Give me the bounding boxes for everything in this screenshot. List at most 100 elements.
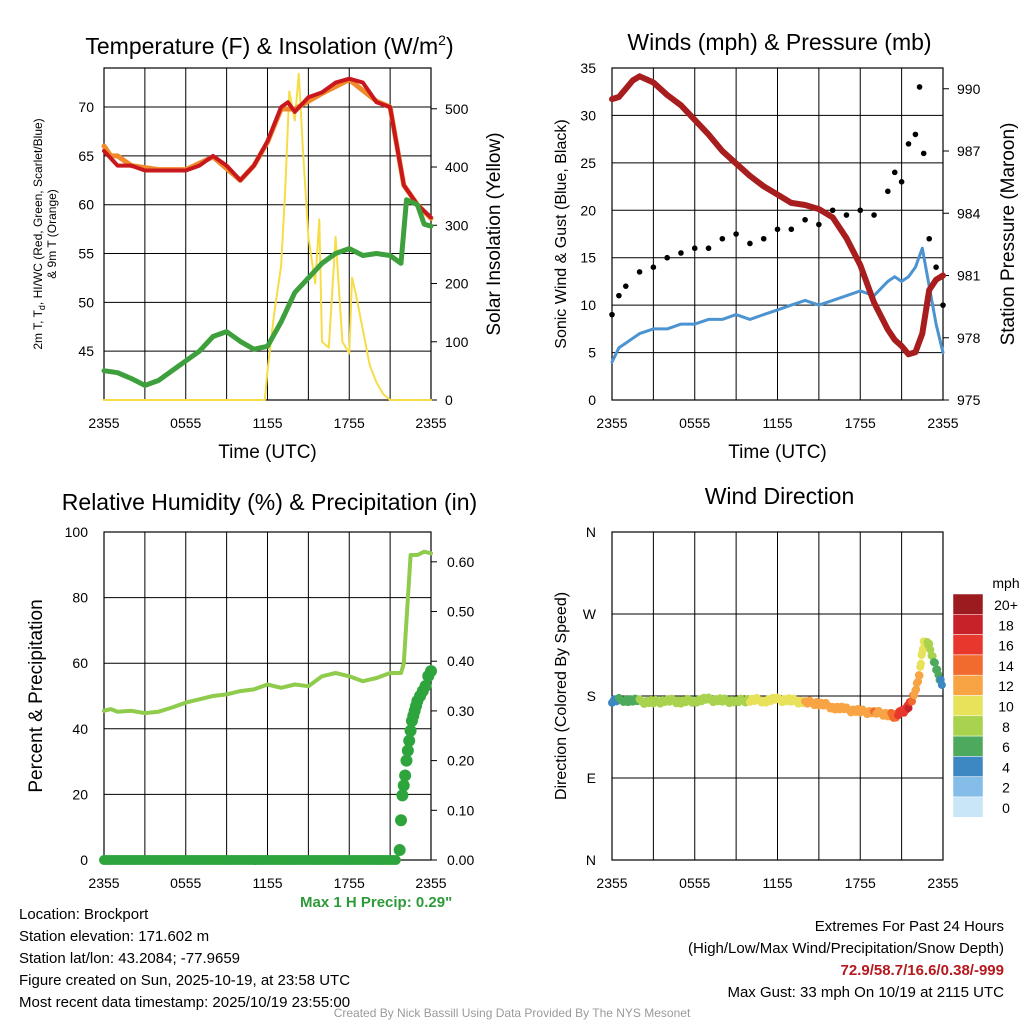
dir-y-tick-label: N — [586, 852, 596, 868]
legend-swatch — [952, 776, 984, 798]
max-precip-label: Max 1 H Precip: 0.29" — [300, 894, 453, 911]
dir-chart-title: Wind Direction — [705, 483, 855, 509]
location-text: Location: Brockport — [19, 906, 149, 923]
wind-direction-point — [914, 677, 923, 686]
precip-point — [396, 789, 409, 802]
rh-y-tick-label: 20 — [72, 786, 88, 802]
wind-direction-point — [928, 652, 937, 661]
legend-swatch — [952, 756, 984, 777]
temp-x-axis-label: Time (UTC) — [218, 442, 317, 463]
wind-gust-point — [905, 141, 912, 147]
dir-x-tick-label: 2355 — [927, 875, 958, 891]
wind-y-tick-label: 30 — [580, 107, 596, 123]
wind-gust-point — [871, 212, 877, 218]
precip-point — [399, 769, 412, 782]
temp-y2-tick-label: 100 — [445, 334, 469, 350]
wind-gust-point — [920, 150, 927, 157]
wind-gust-point — [816, 221, 822, 228]
wind-direction-point — [937, 680, 946, 689]
rh-y2-tick-label: 0.50 — [447, 604, 474, 620]
dir-y-tick-label: W — [583, 606, 597, 622]
rh-y2-tick-label: 0.30 — [447, 703, 474, 719]
extremes-values: 72.9/58.7/16.6/0.38/-999 — [840, 962, 1004, 979]
rh-x-tick-label: 1155 — [252, 875, 282, 891]
temp-y2-tick-label: 200 — [445, 276, 469, 292]
rh-y-tick-label: 80 — [72, 590, 88, 606]
rh-y2-tick-label: 0.20 — [447, 753, 474, 769]
legend-swatch — [952, 735, 984, 757]
wind-gust-point — [705, 245, 712, 252]
wind-y-tick-label: 10 — [580, 297, 596, 313]
temp-y-axis-label-line2: & 9m T (Orange) — [45, 189, 59, 279]
wind-y2-tick-label: 987 — [957, 143, 981, 159]
station-info: Location: Brockport Station elevation: 1… — [19, 904, 350, 1014]
temp-y2-tick-label: 0 — [445, 392, 453, 408]
wind-direction-point — [925, 639, 934, 648]
legend-label: 18 — [998, 617, 1014, 633]
wind-gust-point — [747, 240, 753, 247]
temp-y2-axis-label: Solar Insolation (Yellow) — [484, 132, 505, 335]
precip-point — [401, 744, 414, 757]
legend-label: 2 — [1002, 780, 1010, 796]
temp-y2-tick-label: 400 — [445, 159, 469, 175]
temp-x-tick-label: 2355 — [415, 415, 446, 431]
temp-2m-line — [102, 76, 433, 220]
wind-y-tick-label: 20 — [580, 202, 596, 218]
precip-point — [404, 724, 417, 737]
wind-y-axis-label: Sonic Wind & Gust (Blue, Black) — [553, 119, 570, 348]
rh-y-axis-label: Percent & Precipitation — [26, 599, 47, 792]
precip-point — [419, 680, 432, 693]
dir-y-axis-label: Direction (Colored By Speed) — [553, 592, 570, 800]
wind-gust-point — [933, 264, 939, 271]
legend-label: 4 — [1002, 759, 1010, 775]
wind-gust-point — [609, 311, 615, 318]
wind-gust-point — [760, 235, 767, 242]
precip-point — [390, 855, 401, 865]
extremes-info: Extremes For Past 24 Hours (High/Low/Max… — [688, 916, 1004, 1004]
rh-x-tick-label: 1755 — [334, 875, 365, 891]
created-text: Figure created on Sun, 2025-10-19, at 23… — [19, 972, 351, 989]
wind-gust-point — [912, 131, 919, 138]
temp-y2-tick-label: 500 — [445, 101, 469, 117]
wind-y-tick-label: 25 — [580, 155, 596, 171]
wind-y2-tick-label: 981 — [957, 268, 981, 284]
max-gust-text: Max Gust: 33 mph On 10/19 at 2115 UTC — [727, 984, 1004, 1001]
temp-y-tick-label: 65 — [78, 148, 94, 164]
temp-x-tick-label: 0555 — [170, 415, 201, 431]
legend-label: 10 — [998, 699, 1014, 715]
solar-insolation-line — [103, 72, 432, 401]
wind-x-tick-label: 2355 — [927, 415, 958, 431]
legend-swatch — [952, 715, 984, 737]
legend-label: 14 — [998, 658, 1014, 674]
wind-gust-point — [636, 269, 643, 275]
dir-y-tick-label: S — [587, 688, 596, 704]
wind-y2-tick-label: 990 — [957, 81, 981, 97]
wind-x-tick-label: 0555 — [679, 415, 710, 431]
wind-chart-title: Winds (mph) & Pressure (mb) — [627, 29, 931, 55]
wind-gust-point — [664, 254, 670, 261]
dir-y-tick-label: E — [587, 770, 596, 786]
legend-label: 16 — [998, 638, 1014, 654]
temp-y-tick-label: 60 — [78, 197, 94, 213]
legend-label: 0 — [1002, 800, 1010, 816]
legend-label: 8 — [1002, 719, 1010, 735]
temp-chart-title: Temperature (F) & Insolation (W/m2) — [85, 32, 453, 59]
wind-gust-point — [898, 179, 905, 185]
precip-point — [425, 665, 437, 678]
legend-swatch — [952, 654, 984, 676]
wind-gust-point — [829, 207, 836, 214]
wind-y2-tick-label: 984 — [957, 205, 981, 221]
wind-gust-point — [926, 235, 933, 242]
wind-y-tick-label: 0 — [588, 392, 596, 408]
rh-y-tick-label: 60 — [72, 655, 88, 671]
temp-y-axis-label: 2m T, Td, HI/WC (Red, Green, Scarlet/Blu… — [31, 118, 47, 349]
legend-swatch — [952, 593, 984, 615]
temp-x-tick-label: 1755 — [334, 415, 365, 431]
temp-y-tick-label: 45 — [78, 343, 94, 359]
legend-label: 6 — [1002, 739, 1010, 755]
wind-gust-point — [616, 292, 622, 299]
dir-y-tick-label: N — [586, 524, 596, 540]
temp-x-tick-label: 1155 — [252, 415, 282, 431]
wind-y-tick-label: 5 — [588, 345, 596, 361]
